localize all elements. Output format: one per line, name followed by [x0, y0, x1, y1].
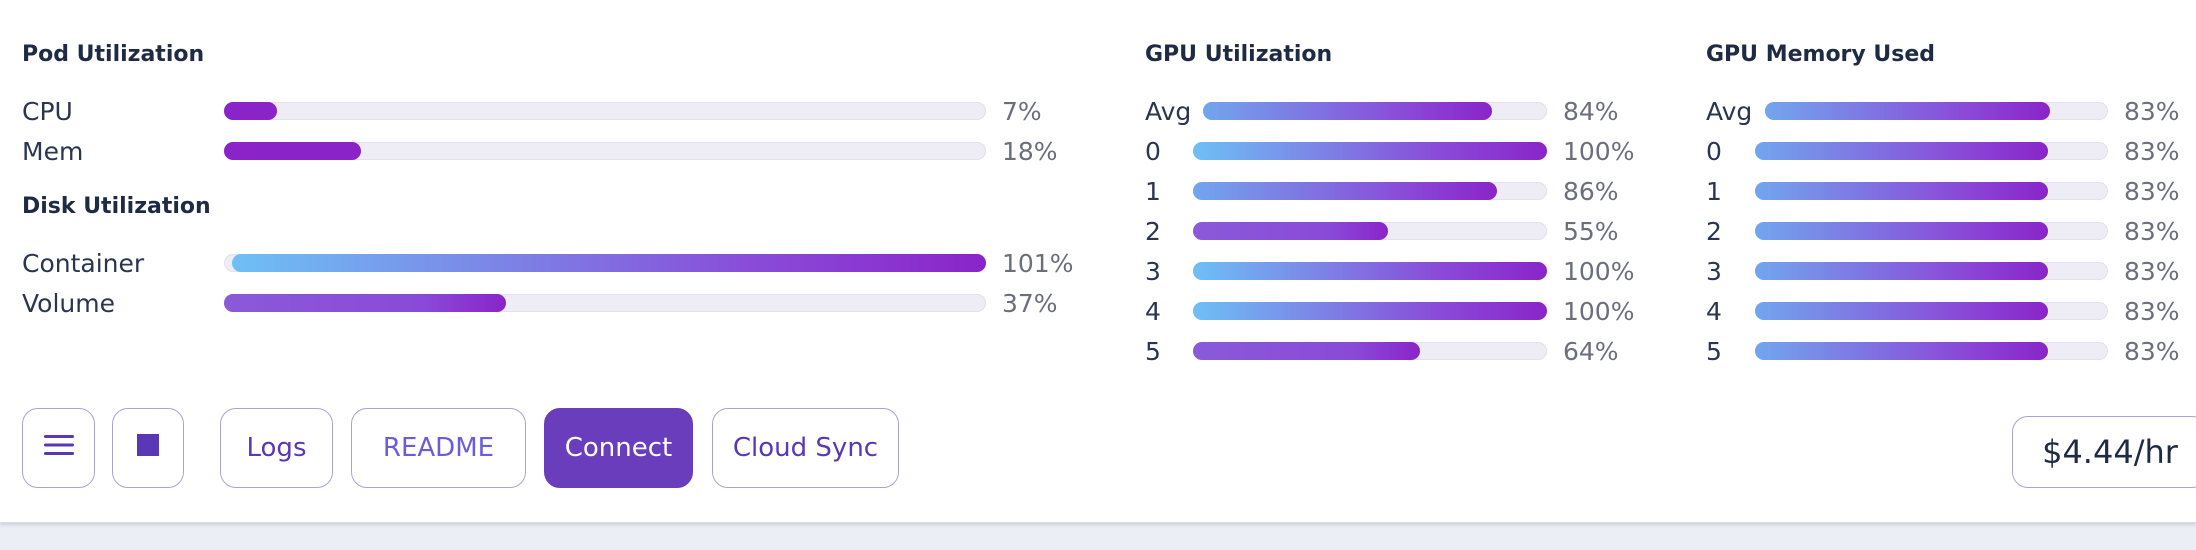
gpu-util-row-percent: 86% — [1563, 177, 1619, 206]
gpu-util-row-label: 4 — [1145, 297, 1161, 326]
gpu-util-row-percent: 84% — [1563, 97, 1619, 126]
gpu-util-row-label: 5 — [1145, 337, 1161, 366]
disk-utilization-heading: Disk Utilization — [22, 194, 211, 219]
container-bar-fill — [232, 254, 986, 272]
connect-button[interactable]: Connect — [544, 408, 693, 488]
volume-percent: 37% — [1002, 289, 1058, 318]
readme-button[interactable]: README — [351, 408, 526, 488]
gpu-util-row-bar-fill — [1193, 262, 1547, 280]
mem-bar — [224, 142, 986, 160]
gpu-util-row-bar-fill — [1193, 142, 1547, 160]
gpu-util-row-percent: 100% — [1563, 137, 1635, 166]
gpu-util-row-label: 0 — [1145, 137, 1161, 166]
cpu-percent: 7% — [1002, 97, 1042, 126]
gpu-mem-row-bar-fill — [1755, 262, 2048, 280]
pod-utilization-heading: Pod Utilization — [22, 42, 205, 67]
gpu-mem-row-bar — [1755, 302, 2108, 320]
gpu-mem-row-bar — [1755, 262, 2108, 280]
gpu-mem-row-label: 3 — [1706, 257, 1722, 286]
gpu-util-row-bar — [1203, 102, 1547, 120]
gpu-mem-row-label: Avg — [1706, 97, 1753, 126]
gpu-util-row-percent: 55% — [1563, 217, 1619, 246]
gpu-mem-row-label: 2 — [1706, 217, 1722, 246]
gpu-mem-row-label: 0 — [1706, 137, 1722, 166]
volume-bar — [224, 294, 986, 312]
mem-bar-fill — [224, 142, 362, 160]
mem-percent: 18% — [1002, 137, 1058, 166]
gpu-util-row-bar-fill — [1193, 302, 1547, 320]
mem-label: Mem — [22, 137, 84, 166]
gpu-mem-row-percent: 83% — [2124, 337, 2180, 366]
gpu-util-row-bar — [1193, 182, 1547, 200]
gpu-mem-row-percent: 83% — [2124, 217, 2180, 246]
gpu-util-row-label: 3 — [1145, 257, 1161, 286]
gpu-mem-row-bar — [1755, 222, 2108, 240]
gpu-mem-row-bar-fill — [1755, 142, 2048, 160]
gpu-util-row-bar — [1193, 342, 1547, 360]
menu-button[interactable] — [22, 408, 95, 488]
gpu-mem-row-bar-fill — [1755, 182, 2048, 200]
gpu-util-row-percent: 100% — [1563, 297, 1635, 326]
gpu-mem-row-percent: 83% — [2124, 257, 2180, 286]
gpu-mem-row-percent: 83% — [2124, 177, 2180, 206]
volume-label: Volume — [22, 289, 115, 318]
container-label: Container — [22, 249, 145, 278]
stop-button[interactable] — [112, 408, 184, 488]
gpu-memory-heading: GPU Memory Used — [1706, 42, 1936, 67]
stop-square-icon — [137, 433, 159, 463]
gpu-util-row-bar-fill — [1193, 182, 1498, 200]
volume-bar-fill — [224, 294, 506, 312]
gpu-mem-row-bar — [1755, 182, 2108, 200]
logs-button[interactable]: Logs — [220, 408, 333, 488]
cpu-label: CPU — [22, 97, 73, 126]
gpu-utilization-heading: GPU Utilization — [1145, 42, 1333, 67]
gpu-mem-row-label: 4 — [1706, 297, 1722, 326]
price-badge: $4.44/hr — [2012, 416, 2196, 488]
cpu-bar — [224, 102, 986, 120]
container-bar — [224, 254, 986, 272]
hamburger-menu-icon — [43, 433, 74, 464]
gpu-mem-row-bar-fill — [1765, 102, 2050, 120]
gpu-util-row-label: 2 — [1145, 217, 1161, 246]
gpu-util-row-bar — [1193, 222, 1547, 240]
gpu-util-row-percent: 100% — [1563, 257, 1635, 286]
gpu-mem-row-percent: 83% — [2124, 137, 2180, 166]
gpu-util-row-bar-fill — [1193, 342, 1420, 360]
gpu-mem-row-bar-fill — [1755, 302, 2048, 320]
gpu-util-row-bar — [1193, 262, 1547, 280]
cpu-bar-fill — [224, 102, 278, 120]
gpu-mem-row-bar — [1755, 342, 2108, 360]
gpu-mem-row-percent: 83% — [2124, 297, 2180, 326]
container-percent: 101% — [1002, 249, 1074, 278]
gpu-mem-row-percent: 83% — [2124, 97, 2180, 126]
gpu-util-row-label: 1 — [1145, 177, 1161, 206]
gpu-util-row-bar — [1193, 302, 1547, 320]
gpu-mem-row-bar-fill — [1755, 222, 2048, 240]
gpu-util-row-bar — [1193, 142, 1547, 160]
gpu-util-row-bar-fill — [1203, 102, 1492, 120]
gpu-mem-row-bar-fill — [1755, 342, 2048, 360]
gpu-mem-row-label: 5 — [1706, 337, 1722, 366]
gpu-mem-row-bar — [1765, 102, 2108, 120]
gpu-mem-row-label: 1 — [1706, 177, 1722, 206]
cloud-sync-button[interactable]: Cloud Sync — [712, 408, 899, 488]
gpu-mem-row-bar — [1755, 142, 2108, 160]
gpu-util-row-bar-fill — [1193, 222, 1388, 240]
gpu-util-row-label: Avg — [1145, 97, 1192, 126]
gpu-util-row-percent: 64% — [1563, 337, 1619, 366]
pod-stats-card: Pod Utilization CPU 7% Mem 18% Disk Util… — [0, 0, 2196, 523]
